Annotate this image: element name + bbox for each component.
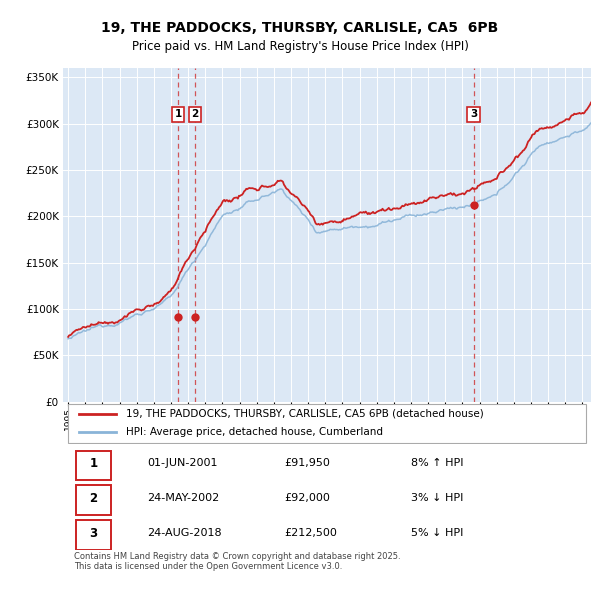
FancyBboxPatch shape [76, 486, 110, 515]
Text: 01-JUN-2001: 01-JUN-2001 [148, 458, 218, 468]
Text: 3: 3 [89, 526, 97, 539]
Text: 3: 3 [470, 109, 477, 119]
Text: 2: 2 [191, 109, 199, 119]
Text: 24-MAY-2002: 24-MAY-2002 [148, 493, 220, 503]
Text: Price paid vs. HM Land Registry's House Price Index (HPI): Price paid vs. HM Land Registry's House … [131, 40, 469, 53]
Text: 19, THE PADDOCKS, THURSBY, CARLISLE, CA5  6PB: 19, THE PADDOCKS, THURSBY, CARLISLE, CA5… [101, 21, 499, 35]
Text: £92,000: £92,000 [285, 493, 331, 503]
Text: 2: 2 [89, 491, 97, 504]
Text: 1: 1 [89, 457, 97, 470]
Text: 1: 1 [175, 109, 182, 119]
Text: £91,950: £91,950 [285, 458, 331, 468]
FancyBboxPatch shape [76, 451, 110, 480]
Text: 19, THE PADDOCKS, THURSBY, CARLISLE, CA5 6PB (detached house): 19, THE PADDOCKS, THURSBY, CARLISLE, CA5… [127, 409, 484, 419]
Text: 24-AUG-2018: 24-AUG-2018 [148, 528, 222, 538]
FancyBboxPatch shape [68, 404, 586, 442]
Text: £212,500: £212,500 [285, 528, 338, 538]
Text: 3% ↓ HPI: 3% ↓ HPI [412, 493, 464, 503]
Text: Contains HM Land Registry data © Crown copyright and database right 2025.
This d: Contains HM Land Registry data © Crown c… [74, 552, 400, 571]
FancyBboxPatch shape [76, 520, 110, 550]
Text: 5% ↓ HPI: 5% ↓ HPI [412, 528, 464, 538]
Text: HPI: Average price, detached house, Cumberland: HPI: Average price, detached house, Cumb… [127, 427, 383, 437]
Text: 8% ↑ HPI: 8% ↑ HPI [412, 458, 464, 468]
